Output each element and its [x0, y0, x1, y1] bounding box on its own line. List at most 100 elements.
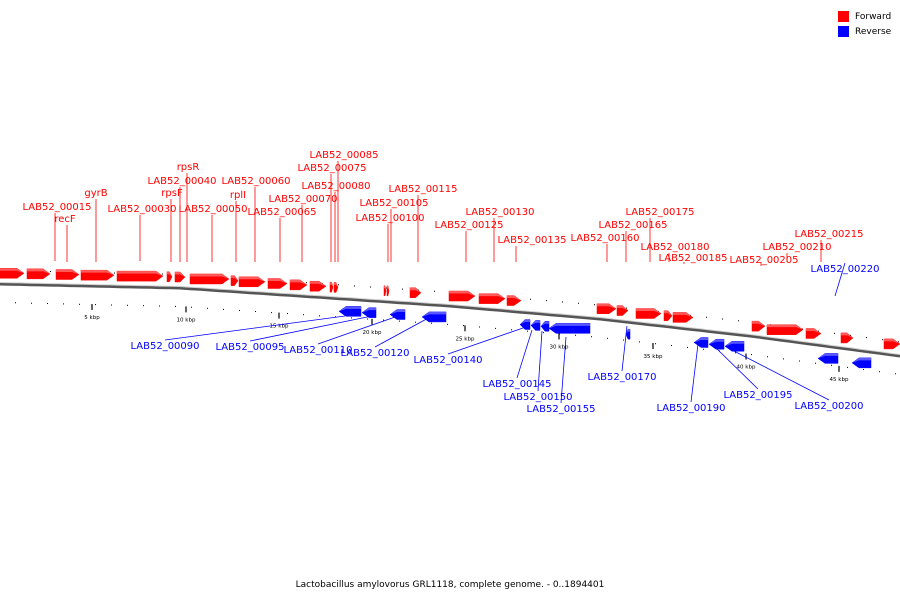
tick-label: 5 kbp: [84, 315, 100, 321]
reverse-gene-arrow: [389, 309, 406, 320]
forward-gene-arrow: [80, 269, 115, 281]
forward-gene-label: recF: [54, 214, 76, 225]
ruler-dot: [399, 320, 400, 322]
genome-backbone-highlight: [0, 282, 900, 355]
ruler-dot: [287, 313, 288, 315]
ruler-dot: [447, 323, 448, 325]
ruler-dot: [351, 317, 352, 319]
reverse-gene-label: LAB52_00090: [130, 341, 199, 352]
gene-arrow-shine: [0, 268, 24, 274]
gene-arrow-shine: [617, 305, 628, 311]
forward-gene-label: LAB52_00115: [388, 184, 457, 195]
forward-gene-label: LAB52_00040: [147, 176, 216, 187]
ruler-dot: [623, 339, 624, 341]
feature-dot: [882, 339, 883, 341]
forward-gene-label: LAB52_00060: [221, 176, 290, 187]
ruler-dot: [223, 308, 224, 310]
forward-gene-label: rplI: [230, 190, 246, 201]
gene-arrow-shine: [27, 268, 50, 274]
ruler-dot: [607, 337, 608, 339]
gene-arrow-shine: [852, 357, 871, 363]
reverse-label-leader: [164, 315, 346, 341]
reverse-gene-arrow: [540, 320, 550, 332]
ruler-dot: [415, 321, 416, 323]
gene-arrow-shine: [167, 271, 172, 277]
reverse-label-leader: [621, 325, 628, 372]
legend-forward: Forward: [838, 9, 891, 24]
reverse-label-leader: [516, 329, 533, 379]
reverse-label-leader: [537, 330, 543, 392]
tick-label: 15 kbp: [270, 324, 289, 330]
gene-arrow-shine: [422, 311, 446, 317]
gene-arrow-shine: [673, 312, 693, 318]
ruler-dot: [111, 304, 112, 306]
gene-arrow-shine: [752, 321, 765, 327]
feature-dot: [546, 300, 547, 302]
ruler-dot: [895, 373, 896, 375]
feature-dot: [162, 273, 163, 275]
ruler-dot: [95, 304, 96, 306]
feature-dot: [114, 272, 115, 274]
forward-gene-arrow: [166, 271, 173, 283]
feature-dot: [434, 290, 435, 292]
genome-backbone: [0, 282, 900, 358]
feature-dot: [834, 332, 835, 334]
gene-arrow-shine: [56, 269, 79, 275]
feature-dot: [818, 330, 819, 332]
forward-gene-arrow: [329, 281, 334, 293]
ruler-dot: [463, 325, 464, 327]
gene-arrow-shine: [479, 293, 505, 299]
forward-gene-label: LAB52_00205: [729, 255, 798, 266]
ruler-dot: [767, 356, 768, 358]
feature-dot: [850, 334, 851, 336]
gene-arrow-shine: [334, 282, 338, 288]
feature-dot: [866, 337, 867, 339]
forward-gene-label: LAB52_00050: [178, 204, 247, 215]
ruler-dot: [671, 345, 672, 346]
forward-gene-label: LAB52_00100: [355, 213, 424, 224]
reverse-gene-arrow: [361, 307, 377, 318]
ruler-dot: [15, 302, 16, 304]
forward-gene-label: LAB52_00185: [658, 253, 727, 264]
forward-gene-arrow: [0, 268, 25, 279]
reverse-label-leader: [447, 327, 524, 355]
gene-arrow-shine: [330, 282, 333, 288]
forward-gene-arrow: [26, 268, 51, 280]
feature-dot: [738, 320, 739, 322]
forward-gene-arrow: [672, 312, 694, 323]
feature-dot: [50, 271, 51, 272]
ruler-dot: [255, 311, 256, 312]
ruler-dot: [831, 364, 832, 366]
forward-gene-label: LAB52_00135: [497, 235, 566, 246]
reverse-gene-label: LAB52_00170: [587, 372, 656, 383]
feature-dot: [338, 284, 339, 286]
gene-arrow-shine: [239, 276, 265, 282]
gene-arrow-shine: [390, 309, 405, 315]
feature-dot: [386, 287, 387, 289]
forward-gene-label: LAB52_00175: [625, 207, 694, 218]
tick-label: 45 kbp: [830, 377, 849, 383]
tick-label: 25 kbp: [456, 336, 475, 342]
forward-gene-arrow: [596, 303, 617, 314]
ruler-dot: [639, 341, 640, 343]
forward-gene-label: LAB52_00065: [247, 207, 316, 218]
gene-arrow-shine: [175, 272, 185, 277]
forward-gene-label: LAB52_00130: [465, 207, 534, 218]
ruler-dot: [735, 352, 736, 354]
legend: Forward Reverse: [838, 9, 891, 39]
forward-gene-arrow: [635, 308, 662, 319]
ruler-dot: [79, 303, 80, 305]
gene-arrow-shine: [806, 328, 821, 334]
reverse-gene-label: LAB52_00195: [723, 390, 792, 401]
ruler-dot: [239, 309, 240, 311]
ruler-dot: [303, 314, 304, 316]
forward-gene-arrow: [230, 275, 239, 286]
reverse-gene-arrow: [708, 338, 725, 350]
ruler-dot: [879, 371, 880, 373]
forward-gene-label: LAB52_00080: [301, 181, 370, 192]
reverse-gene-label: LAB52_00155: [526, 404, 595, 415]
legend-forward-label: Forward: [855, 11, 892, 22]
reverse-gene-label: LAB52_00200: [794, 401, 863, 412]
forward-gene-label: LAB52_00030: [107, 204, 176, 215]
